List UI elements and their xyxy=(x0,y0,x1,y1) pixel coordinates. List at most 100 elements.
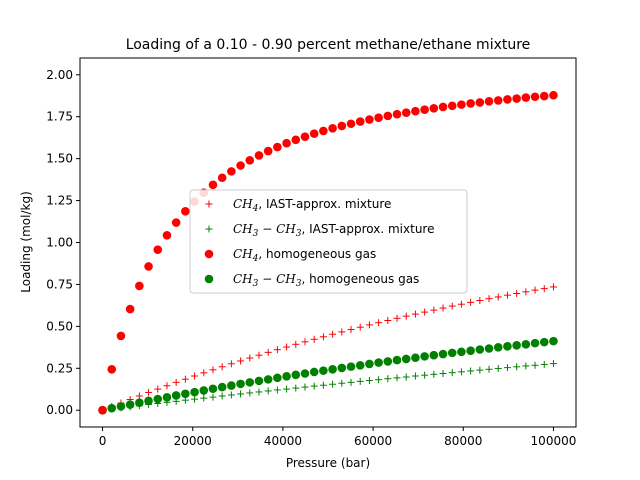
legend-marker-2 xyxy=(204,249,214,259)
data-point xyxy=(144,262,153,271)
data-point xyxy=(98,405,107,415)
data-point xyxy=(467,298,475,306)
series-1 xyxy=(99,360,557,414)
series-0 xyxy=(99,283,557,414)
series-3 xyxy=(98,336,558,415)
data-point xyxy=(375,376,383,384)
data-point xyxy=(539,91,549,101)
data-point xyxy=(439,369,447,377)
data-point xyxy=(540,285,548,293)
data-point xyxy=(273,142,282,152)
data-point xyxy=(355,117,365,126)
data-point xyxy=(531,286,539,294)
data-point xyxy=(144,396,153,406)
legend-entry-0: CH4, IAST-approx. mixture xyxy=(233,197,391,214)
data-point xyxy=(329,330,337,338)
data-point xyxy=(181,389,190,399)
data-point xyxy=(430,306,438,314)
data-point xyxy=(365,115,374,124)
data-point xyxy=(135,281,144,291)
data-point xyxy=(309,367,319,377)
data-point xyxy=(301,383,309,391)
data-point xyxy=(190,387,199,397)
data-point xyxy=(503,342,512,351)
x-tick-label: 60000 xyxy=(354,434,392,448)
data-point xyxy=(393,374,401,382)
data-point xyxy=(181,207,190,216)
data-point xyxy=(549,360,557,368)
data-point xyxy=(522,362,530,370)
data-point xyxy=(485,295,493,303)
data-point xyxy=(531,361,539,369)
chart-title: Loading of a 0.10 - 0.90 percent methane… xyxy=(126,37,531,53)
data-point xyxy=(310,335,318,343)
data-point xyxy=(447,348,457,358)
data-point xyxy=(209,393,217,401)
data-point xyxy=(283,343,291,351)
y-tick-label: 0.50 xyxy=(46,319,73,333)
x-tick-label: 20000 xyxy=(174,434,212,448)
y-tick-label: 1.50 xyxy=(46,152,73,166)
y-axis-label: Loading (mol/kg) xyxy=(19,191,33,293)
y-tick-label: 0.00 xyxy=(46,403,73,417)
data-point xyxy=(282,372,291,381)
data-point xyxy=(439,304,447,312)
data-point xyxy=(392,109,402,119)
data-point xyxy=(485,365,493,373)
data-point xyxy=(319,366,328,375)
data-point xyxy=(153,245,163,255)
data-point xyxy=(430,370,438,378)
data-point xyxy=(429,350,439,360)
data-point xyxy=(237,357,245,365)
data-point xyxy=(282,138,291,148)
data-point xyxy=(227,391,235,399)
data-point xyxy=(283,385,291,393)
legend-marker-3 xyxy=(204,274,214,284)
data-point xyxy=(319,333,327,341)
data-point xyxy=(365,359,374,369)
legend-marker-1 xyxy=(205,225,213,233)
data-point xyxy=(411,106,420,116)
data-point xyxy=(200,394,208,402)
data-point xyxy=(338,379,346,387)
data-point xyxy=(484,344,494,353)
data-point xyxy=(264,387,272,395)
data-point xyxy=(217,173,227,183)
data-point xyxy=(310,382,318,390)
data-point xyxy=(125,400,135,409)
data-point xyxy=(273,373,282,383)
data-point xyxy=(355,360,365,370)
plot-area xyxy=(98,90,558,415)
data-point xyxy=(467,367,475,375)
data-point xyxy=(475,98,485,107)
data-point xyxy=(356,323,364,331)
data-point xyxy=(448,302,456,310)
data-point xyxy=(255,388,263,396)
data-point xyxy=(493,343,503,352)
data-point xyxy=(457,368,465,376)
data-point xyxy=(191,395,199,403)
data-point xyxy=(200,369,208,377)
data-point xyxy=(172,378,180,386)
data-point xyxy=(484,96,494,106)
data-point xyxy=(329,380,337,388)
data-point xyxy=(549,90,558,100)
data-point xyxy=(116,402,126,411)
legend-entry-2: CH4, homogeneous gas xyxy=(233,247,376,264)
data-point xyxy=(402,312,410,320)
data-point xyxy=(384,375,392,383)
data-point xyxy=(291,135,301,145)
data-point xyxy=(346,362,356,371)
data-point xyxy=(218,363,226,371)
data-point xyxy=(447,101,457,111)
x-tick-label: 100000 xyxy=(531,434,577,448)
data-point xyxy=(438,102,448,112)
data-point xyxy=(309,129,319,138)
data-point xyxy=(448,369,456,377)
data-point xyxy=(107,365,117,374)
data-point xyxy=(292,340,300,348)
data-point xyxy=(402,373,410,381)
data-point xyxy=(494,364,502,372)
data-point xyxy=(153,394,163,404)
data-point xyxy=(154,385,162,393)
